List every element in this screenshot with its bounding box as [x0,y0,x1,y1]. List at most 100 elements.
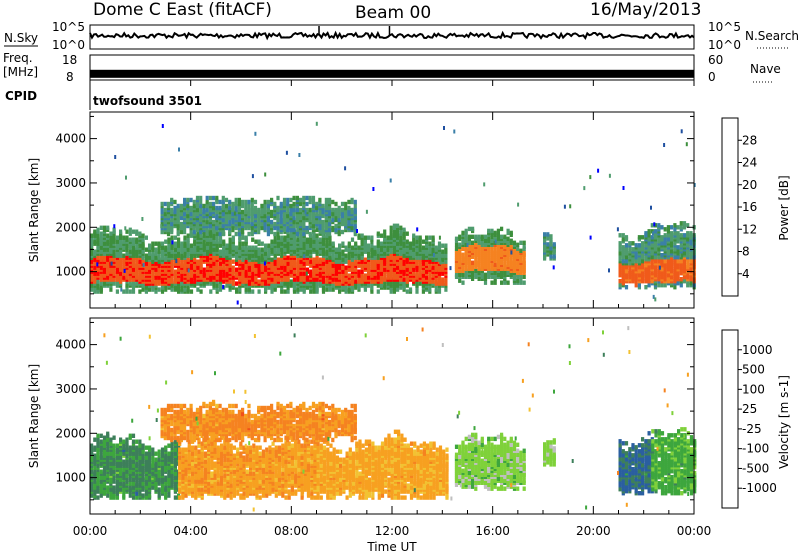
heatmap-cell [421,239,425,244]
heatmap-cell [238,259,242,264]
heatmap-cell [221,195,225,201]
heatmap-cell [160,249,165,254]
heatmap-cell [148,455,152,460]
heatmap-cell [244,199,248,205]
heatmap-cell [305,267,309,272]
heatmap-cell [115,495,119,500]
heatmap-cell [296,287,300,292]
heatmap-cell [292,249,297,254]
heatmap-cell [389,229,393,234]
heatmap-cell [663,283,667,288]
heatmap-cell [309,289,313,294]
heatmap-cell [477,264,481,269]
heatmap-cell [270,219,274,225]
heatmap-cell [257,267,261,272]
heatmap-cell [331,207,335,213]
heatmap-cell [186,197,190,203]
heatmap-cell [270,197,274,203]
heatmap-cell [141,237,145,242]
heatmap-cell [192,203,196,209]
heatmap-cell [421,249,425,254]
heatmap-cell [318,271,322,276]
heatmap-cell [128,289,132,294]
heatmap-cell [344,205,348,211]
heatmap-cell [112,435,116,440]
heatmap-cell [299,237,303,242]
heatmap-cell [331,225,335,231]
heatmap-cell [280,235,284,240]
heatmap-cell [356,229,358,233]
heatmap-cell [454,246,459,251]
heatmap-cell [292,215,296,221]
heatmap-cell [144,491,148,496]
heatmap-cell [376,289,380,294]
heatmap-cell [344,265,348,270]
heatmap-cell [154,241,158,246]
heatmap-cell [458,234,462,239]
heatmap-cell [205,229,209,235]
heatmap-cell [679,277,683,282]
heatmap-cell [304,210,307,214]
heatmap-cell [119,261,123,266]
heatmap-cell [338,247,342,252]
heatmap-cell [679,283,683,288]
heatmap-cell [666,273,670,278]
heatmap-cell [283,289,287,294]
heatmap-cell [267,251,271,256]
heatmap-cell [686,223,690,228]
heatmap-cell [666,277,670,282]
heatmap-cell [641,241,645,246]
heatmap-cell [196,287,200,292]
heatmap-cell [376,231,380,236]
heatmap-cell [138,273,142,278]
heatmap-cell [270,209,274,215]
heatmap-cell [102,267,107,272]
heatmap-cell [112,235,116,240]
heatmap-cell [161,124,164,128]
heatmap-cell [689,259,693,264]
heatmap-cell [215,205,219,211]
heatmap-cell [618,279,622,284]
heatmap-cell [90,443,94,448]
heatmap-cell [237,231,241,237]
heatmap-cell [195,207,200,213]
heatmap-cell [493,236,497,241]
heatmap-cell [180,287,184,292]
heatmap-cell [569,204,572,209]
heatmap-cell [282,201,287,207]
heatmap-cell [286,241,290,246]
heatmap-cell [344,285,348,290]
heatmap-cell [209,289,213,294]
heatmap-cell [286,249,290,254]
heatmap-cell [183,253,187,258]
heatmap-cell [289,273,293,278]
heatmap-cell [151,447,155,452]
heatmap-cell [421,283,425,288]
heatmap-cell [652,231,654,236]
heatmap-cell [624,235,629,240]
heatmap-cell [144,475,148,480]
heatmap-cell [434,245,438,250]
heatmap-cell [264,273,268,278]
heatmap-cell [173,273,177,278]
heatmap-cell [267,243,271,248]
heatmap-cell [506,228,510,234]
heatmap-cell [286,233,290,238]
heatmap-cell [257,219,261,225]
heatmap-cell [367,269,371,274]
heatmap-cell [263,199,267,205]
heatmap-cell [151,273,155,278]
heatmap-cell [428,245,432,250]
heatmap-cell [637,265,641,270]
heatmap-cell [212,247,216,252]
heatmap-cell [509,258,513,263]
heatmap-cell [415,235,419,240]
heatmap-cell [334,201,338,207]
heatmap-cell [199,199,203,205]
heatmap-cell [666,225,670,230]
heatmap-cell [679,233,683,238]
heatmap-cell [471,272,475,277]
heatmap-cell [396,227,400,232]
heatmap-cell [415,251,419,256]
heatmap-cell [296,271,300,276]
